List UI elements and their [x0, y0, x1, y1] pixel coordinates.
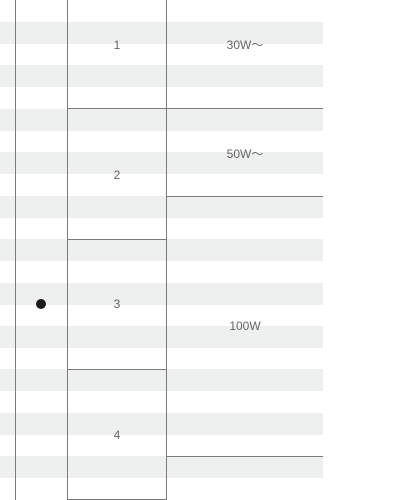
selected-indicator	[36, 299, 46, 309]
stripe	[0, 326, 323, 348]
row-number: 2	[113, 168, 121, 182]
row-divider	[67, 369, 167, 370]
stripe	[0, 152, 323, 174]
row-divider	[67, 108, 167, 109]
stripe	[0, 239, 323, 261]
stripe	[0, 283, 323, 305]
row-number: 3	[113, 297, 121, 311]
row-wattage: 50W～	[226, 147, 264, 161]
stripe	[0, 109, 323, 131]
stripe	[0, 413, 323, 435]
row-wattage: 30W～	[226, 38, 264, 52]
stripe	[0, 369, 323, 391]
stripe	[0, 196, 323, 218]
column-divider	[15, 0, 16, 500]
row-divider	[166, 108, 323, 109]
row-divider	[166, 196, 323, 197]
striped-background	[0, 22, 323, 478]
row-number: 4	[113, 428, 121, 442]
column-divider	[67, 0, 68, 500]
row-divider	[67, 239, 167, 240]
row-wattage: 100W	[229, 319, 261, 333]
stripe	[0, 456, 323, 478]
stripe	[0, 65, 323, 87]
row-divider	[166, 456, 323, 457]
row-number: 1	[113, 38, 121, 52]
column-divider	[166, 0, 167, 500]
stripe	[0, 22, 323, 44]
